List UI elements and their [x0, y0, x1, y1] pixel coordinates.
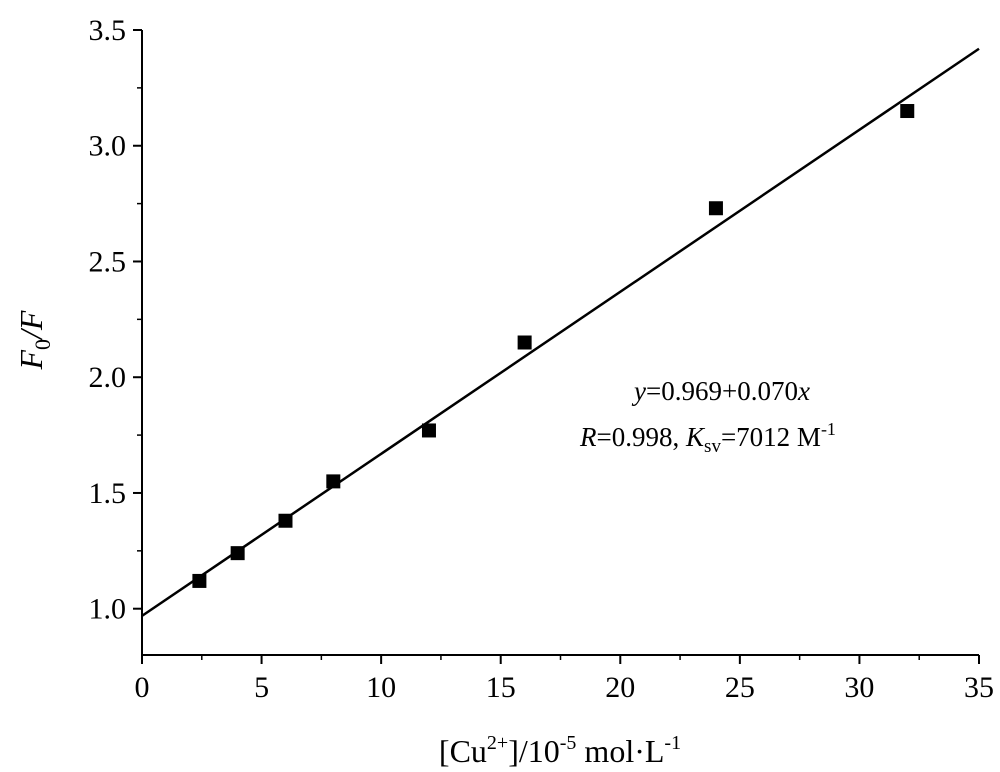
y-axis-title: F0/F [13, 310, 55, 370]
eq-x: x [797, 376, 810, 406]
x-title-unit-exp: -1 [664, 732, 681, 754]
stats-k-sub: sv [704, 436, 721, 457]
fit-line [141, 47, 980, 617]
data-point [326, 474, 341, 489]
x-tick-label: 0 [135, 671, 150, 704]
x-ticks: 0 5 10 15 20 25 30 35 [135, 655, 994, 704]
x-tick-label: 30 [844, 671, 874, 704]
y-tick-label: 3.5 [89, 14, 127, 47]
stats-r: R [579, 422, 597, 452]
data-point [278, 513, 293, 528]
y-tick-label: 2.5 [89, 245, 127, 278]
axes [141, 30, 979, 656]
data-point [708, 201, 723, 216]
eq-y: y [631, 376, 646, 406]
x-tick-label: 5 [254, 671, 269, 704]
data-points [192, 104, 915, 588]
y-tick-label: 3.0 [89, 130, 127, 163]
x-title-sup: 2+ [487, 732, 508, 754]
eq-rest: =0.969+0.070 [646, 376, 798, 406]
x-tick-label: 35 [964, 671, 994, 704]
fit-stats: R=0.998, Ksv=7012 M-1 [579, 419, 836, 457]
x-title-exp: -5 [560, 732, 577, 754]
y-title-sub: 0 [30, 339, 55, 350]
x-axis-title: [Cu2+]/10-5 mol·L-1 [439, 732, 681, 769]
stats-k-exp: -1 [821, 419, 836, 439]
x-tick-label: 25 [725, 671, 755, 704]
stats-k: K [685, 422, 706, 452]
x-tick-label: 15 [486, 671, 516, 704]
data-point [230, 546, 245, 561]
y-title-main: F [13, 349, 49, 370]
stats-k-rest: =7012 M [721, 422, 821, 452]
y-tick-label: 2.0 [89, 361, 127, 394]
y-tick-label: 1.0 [89, 593, 127, 626]
data-point [421, 423, 436, 438]
x-title-unit: mol·L [576, 733, 664, 769]
x-tick-label: 20 [605, 671, 635, 704]
data-point [192, 573, 207, 588]
x-tick-label: 10 [366, 671, 396, 704]
stats-r-rest: =0.998, [597, 422, 686, 452]
data-point [517, 335, 532, 350]
fit-equation: y=0.969+0.070x [631, 376, 810, 406]
x-title-mid: ]/10 [508, 733, 560, 769]
x-title-prefix: [Cu [439, 733, 487, 769]
y-tick-label: 1.5 [89, 477, 127, 510]
y-ticks: 1.0 1.5 2.0 2.5 3.0 3.5 [89, 14, 142, 626]
y-title-rest: /F [13, 310, 49, 341]
data-point [900, 104, 915, 119]
